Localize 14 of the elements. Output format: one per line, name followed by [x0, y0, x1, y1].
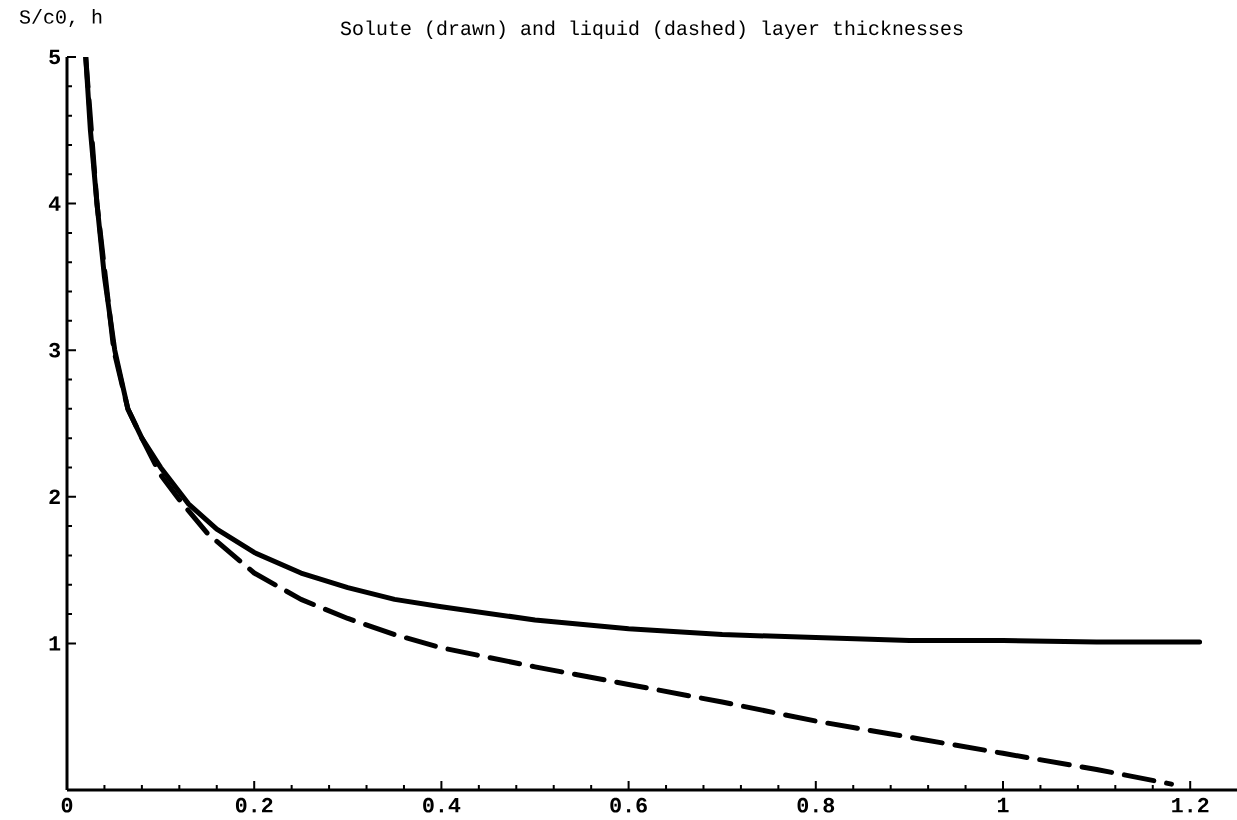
x-tick-label: 0.8 — [797, 797, 835, 813]
x-tick-label: 1.2 — [1172, 797, 1209, 813]
y-tick-label: 2 — [49, 489, 60, 505]
y-tick-label: 1 — [49, 636, 61, 651]
x-tick-label: 0 — [61, 797, 73, 813]
chart-title: Solute (drawn) and liquid (dashed) layer thicknesses — [340, 20, 963, 40]
x-tick-label: 1 — [997, 797, 1009, 813]
x-tick-label: 0.2 — [235, 797, 273, 813]
x-tick-label: 0.6 — [610, 797, 647, 813]
y-tick-label: 5 — [49, 49, 61, 65]
y-axis-title: S/c0, h — [19, 9, 102, 28]
y-tick-label: 3 — [49, 342, 61, 358]
x-tick-label: 0.4 — [423, 797, 461, 813]
y-tick-label: 4 — [48, 196, 61, 211]
